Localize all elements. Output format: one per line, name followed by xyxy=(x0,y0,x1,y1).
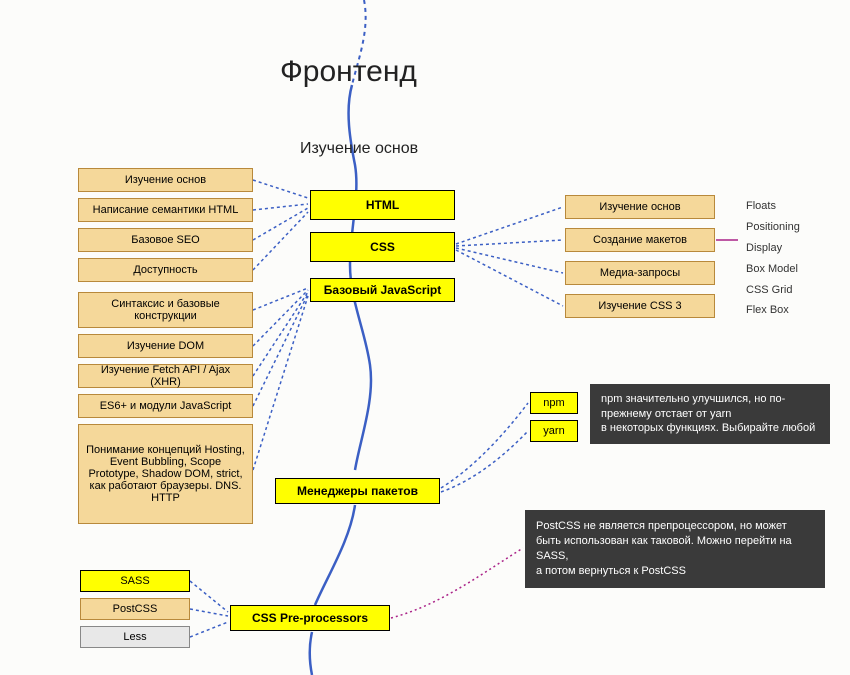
node-pkgmgr: Менеджеры пакетов xyxy=(275,478,440,504)
connector-edge xyxy=(310,632,312,675)
node-yarn: yarn xyxy=(530,420,578,442)
node-npm: npm xyxy=(530,392,578,414)
connector-edge xyxy=(253,212,308,270)
connector-edge xyxy=(190,581,228,612)
node-j5: Понимание концепций Hosting, Event Bubbl… xyxy=(78,424,253,524)
diagram-subtitle: Изучение основ xyxy=(300,140,418,158)
node-html: HTML xyxy=(310,190,455,220)
connector-edge xyxy=(253,296,308,470)
node-h1: Изучение основ xyxy=(78,168,253,192)
node-c3: Медиа-запросы xyxy=(565,261,715,285)
node-layout: Floats Positioning Display Box Model CSS… xyxy=(740,192,825,320)
connector-edge xyxy=(253,290,308,346)
connector-edge xyxy=(456,240,563,246)
node-j3: Изучение Fetch API / Ajax (XHR) xyxy=(78,364,253,388)
node-csspre: CSS Pre-processors xyxy=(230,605,390,631)
connector-edge xyxy=(190,609,228,616)
connector-edge xyxy=(253,204,308,210)
connector-edge xyxy=(441,403,528,488)
connector-edge xyxy=(190,622,228,637)
node-less: Less xyxy=(80,626,190,648)
connector-edge xyxy=(253,288,308,310)
node-h3: Базовое SEO xyxy=(78,228,253,252)
node-c2: Создание макетов xyxy=(565,228,715,252)
connector-edge xyxy=(456,207,563,244)
node-c4: Изучение CSS 3 xyxy=(565,294,715,318)
node-h4: Доступность xyxy=(78,258,253,282)
node-c1: Изучение основ xyxy=(565,195,715,219)
node-postcss: PostCSS xyxy=(80,598,190,620)
connector-edge xyxy=(253,208,308,240)
connector-edge xyxy=(441,431,528,492)
connector-edge xyxy=(456,248,563,273)
connector-edge xyxy=(253,292,308,376)
node-h2: Написание семантики HTML xyxy=(78,198,253,222)
node-j1: Синтаксис и базовые конструкции xyxy=(78,292,253,328)
connector-edge xyxy=(253,180,308,198)
connector-edge xyxy=(315,505,355,605)
connector-edge xyxy=(391,548,523,618)
node-basicjs: Базовый JavaScript xyxy=(310,278,455,302)
node-css: CSS xyxy=(310,232,455,262)
node-j4: ES6+ и модули JavaScript xyxy=(78,394,253,418)
connector-edge xyxy=(456,250,563,306)
connector-edge xyxy=(253,294,308,406)
node-note2: PostCSS не является препроцессором, но м… xyxy=(525,510,825,588)
node-note1: npm значительно улучшился, но по-прежнем… xyxy=(590,384,830,444)
diagram-title: Фронтенд xyxy=(280,55,417,89)
node-j2: Изучение DOM xyxy=(78,334,253,358)
node-sass: SASS xyxy=(80,570,190,592)
